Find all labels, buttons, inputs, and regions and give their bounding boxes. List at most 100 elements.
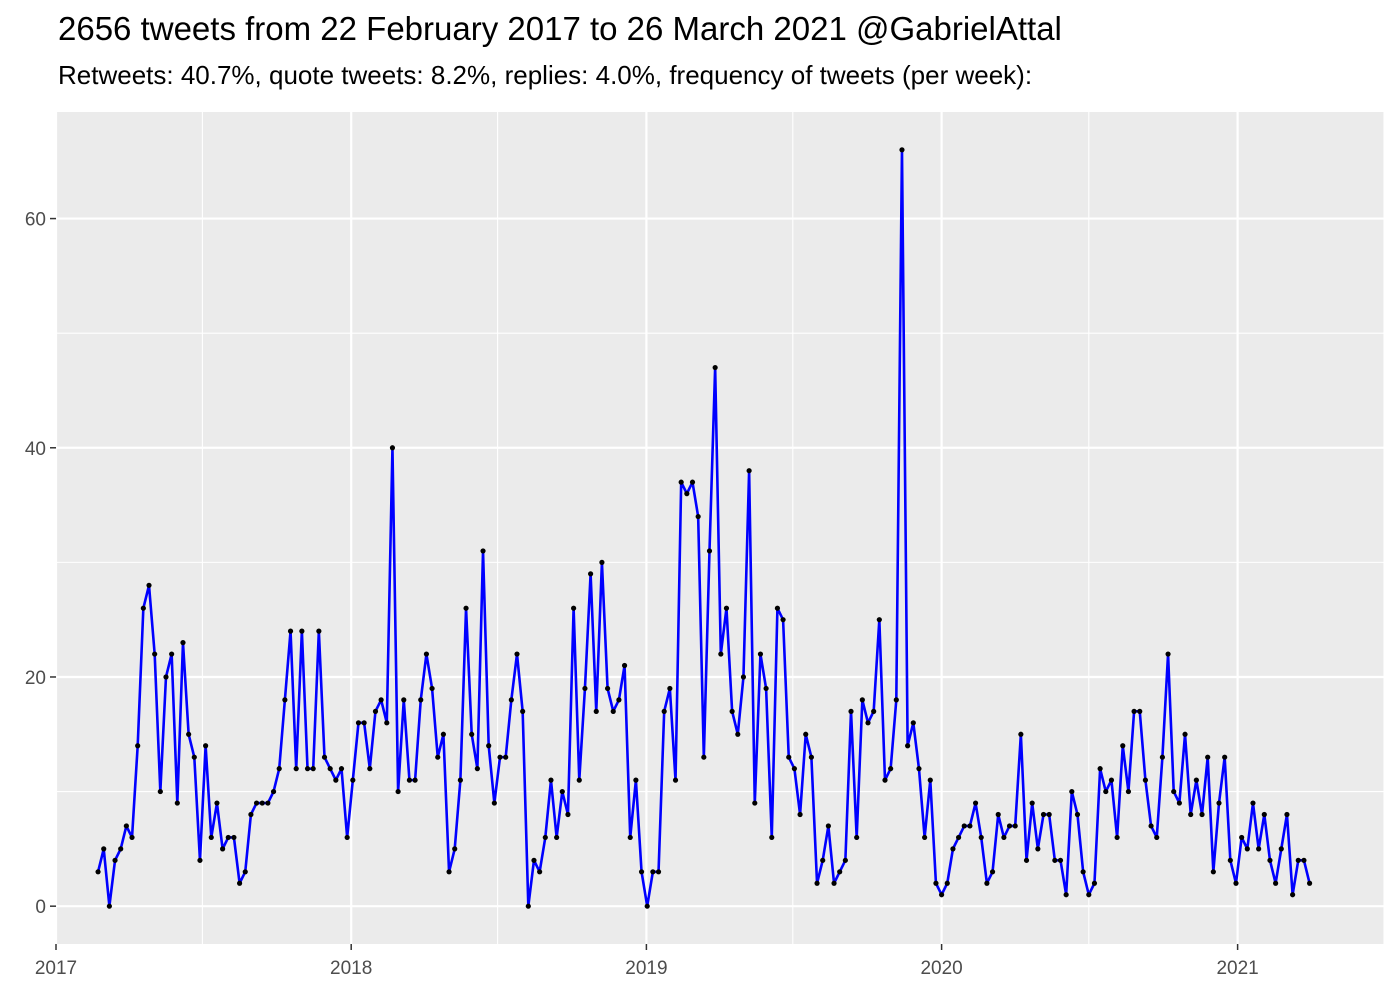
data-point-24 <box>231 834 237 841</box>
data-point-7 <box>135 743 141 749</box>
data-point-119 <box>769 834 775 841</box>
data-point-19 <box>203 743 209 749</box>
data-point-132 <box>842 857 848 863</box>
data-point-118 <box>763 685 769 692</box>
data-point-155 <box>972 800 979 806</box>
data-point-163 <box>1018 731 1024 737</box>
data-point-50 <box>378 697 384 703</box>
data-point-55 <box>406 777 413 783</box>
data-point-175 <box>1086 892 1092 898</box>
data-point-164 <box>1023 857 1030 863</box>
data-point-121 <box>780 617 786 623</box>
data-point-186 <box>1148 823 1154 829</box>
data-point-207 <box>1267 857 1273 863</box>
data-point-187 <box>1154 834 1160 841</box>
data-point-28 <box>253 800 260 806</box>
data-point-168 <box>1046 811 1052 818</box>
data-point-145 <box>916 766 922 772</box>
data-point-27 <box>248 811 254 818</box>
data-point-197 <box>1210 869 1216 875</box>
data-point-76 <box>525 903 531 909</box>
data-point-49 <box>372 708 379 714</box>
data-point-40 <box>321 754 328 760</box>
data-point-129 <box>825 823 831 829</box>
data-point-137 <box>871 708 877 714</box>
data-point-90 <box>604 685 611 692</box>
data-point-8 <box>140 605 146 611</box>
data-point-107 <box>701 754 707 760</box>
data-point-112 <box>729 708 735 714</box>
data-point-165 <box>1029 800 1035 806</box>
data-point-12 <box>163 674 169 680</box>
data-point-194 <box>1193 777 1199 783</box>
data-point-68 <box>480 548 486 554</box>
data-point-201 <box>1233 880 1239 886</box>
data-point-185 <box>1142 777 1149 783</box>
data-point-203 <box>1244 846 1250 852</box>
data-point-208 <box>1273 880 1279 886</box>
data-point-75 <box>520 708 526 714</box>
data-point-61 <box>440 731 446 737</box>
data-point-32 <box>276 766 282 772</box>
data-point-167 <box>1040 811 1047 818</box>
data-point-35 <box>293 766 299 772</box>
data-point-205 <box>1256 846 1262 852</box>
data-point-182 <box>1125 788 1132 795</box>
data-point-41 <box>327 766 333 772</box>
data-point-134 <box>854 834 860 841</box>
data-point-190 <box>1171 788 1177 795</box>
data-point-152 <box>955 834 962 841</box>
data-point-56 <box>412 777 418 783</box>
data-point-142 <box>899 147 905 153</box>
data-point-162 <box>1012 823 1018 829</box>
series-points-group <box>95 147 1313 909</box>
data-point-4 <box>118 846 124 852</box>
data-point-206 <box>1261 811 1267 818</box>
data-point-0 <box>95 869 101 875</box>
data-point-98 <box>650 869 656 875</box>
data-point-22 <box>220 846 226 852</box>
data-point-202 <box>1239 834 1245 841</box>
data-point-99 <box>655 869 662 875</box>
data-point-193 <box>1188 811 1194 818</box>
data-point-153 <box>961 823 967 829</box>
data-point-115 <box>746 468 752 474</box>
data-point-174 <box>1080 869 1086 875</box>
data-point-179 <box>1108 777 1115 783</box>
data-point-169 <box>1052 857 1058 863</box>
data-point-111 <box>723 605 730 611</box>
data-point-171 <box>1063 892 1069 898</box>
data-point-212 <box>1295 857 1301 863</box>
data-point-117 <box>757 651 764 657</box>
data-point-46 <box>355 720 362 726</box>
data-point-85 <box>576 777 582 783</box>
data-point-43 <box>338 766 345 772</box>
data-point-87 <box>588 571 594 577</box>
data-point-140 <box>888 766 894 772</box>
data-point-71 <box>497 754 503 760</box>
y-axis: 0 20 40 60 <box>25 210 56 918</box>
data-point-10 <box>152 651 158 657</box>
data-point-51 <box>384 720 390 726</box>
data-point-209 <box>1278 846 1284 852</box>
x-tick-label-2020: 2020 <box>920 958 962 979</box>
data-point-116 <box>752 800 758 806</box>
data-point-57 <box>418 697 424 703</box>
data-point-52 <box>389 445 396 451</box>
data-point-86 <box>582 685 588 692</box>
data-point-214 <box>1306 880 1313 886</box>
data-point-101 <box>667 685 673 692</box>
data-point-108 <box>706 548 713 554</box>
data-point-114 <box>740 674 747 680</box>
data-point-170 <box>1057 857 1064 863</box>
data-point-130 <box>831 880 837 886</box>
data-point-192 <box>1182 731 1188 737</box>
y-tick-label-60: 60 <box>25 210 46 231</box>
chart-subtitle: Retweets: 40.7%, quote tweets: 8.2%, rep… <box>58 60 1033 90</box>
data-point-31 <box>270 788 277 795</box>
data-point-110 <box>718 651 724 657</box>
data-point-93 <box>621 662 628 669</box>
data-point-149 <box>939 892 945 898</box>
data-point-20 <box>208 834 214 841</box>
